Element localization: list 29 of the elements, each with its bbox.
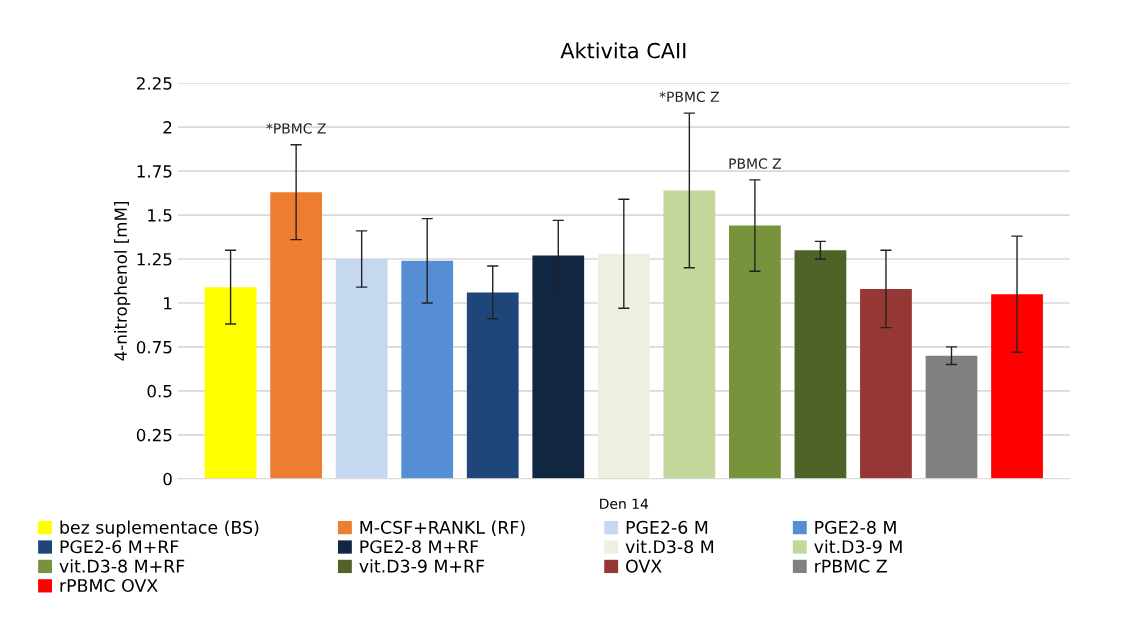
y-tick-label: 0 bbox=[163, 472, 172, 486]
legend-label: PGE2-8 M bbox=[815, 520, 896, 534]
legend-label: PGE2-6 M+RF bbox=[60, 540, 179, 554]
y-axis-title: 4-nitrophenol [mM] bbox=[114, 202, 131, 361]
y-tick-label: 2.25 bbox=[137, 77, 172, 90]
y-tick-label: 2 bbox=[163, 121, 172, 134]
legend-label: vit.D3-8 M+RF bbox=[59, 559, 185, 573]
legend-label: M-CSF+RANKL (RF) bbox=[360, 520, 525, 536]
legend-label: bez suplementace (BS) bbox=[60, 520, 259, 538]
legend-label: PGE2-6 M bbox=[626, 520, 708, 534]
legend-label: rPBMC Z bbox=[815, 559, 887, 573]
y-tick-label: 1.25 bbox=[137, 252, 172, 266]
chart-title: Aktivita CAII bbox=[560, 42, 686, 59]
legend-label: OVX bbox=[626, 559, 662, 573]
y-tick-label: 1 bbox=[164, 297, 172, 310]
legend-label: vit.D3-9 M+RF bbox=[359, 559, 485, 573]
y-tick-label: 1.75 bbox=[137, 165, 172, 178]
y-tick-label: 0.25 bbox=[136, 428, 172, 442]
legend-label: vit.D3-9 M bbox=[814, 539, 902, 554]
legend-label: rPBMC OVX bbox=[60, 578, 158, 593]
legend-label: vit.D3-8 M bbox=[625, 539, 714, 554]
annotation: PBMC Z bbox=[729, 158, 782, 169]
y-tick-label: 1.5 bbox=[148, 209, 172, 222]
annotation: *PBMC Z bbox=[266, 123, 326, 134]
y-tick-label: 0.5 bbox=[147, 384, 172, 398]
annotation: *PBMC Z bbox=[659, 91, 719, 103]
y-tick-label: 0.75 bbox=[136, 340, 172, 354]
legend-label: PGE2-8 M+RF bbox=[360, 540, 479, 554]
x-tick-label: Den 14 bbox=[600, 498, 649, 509]
